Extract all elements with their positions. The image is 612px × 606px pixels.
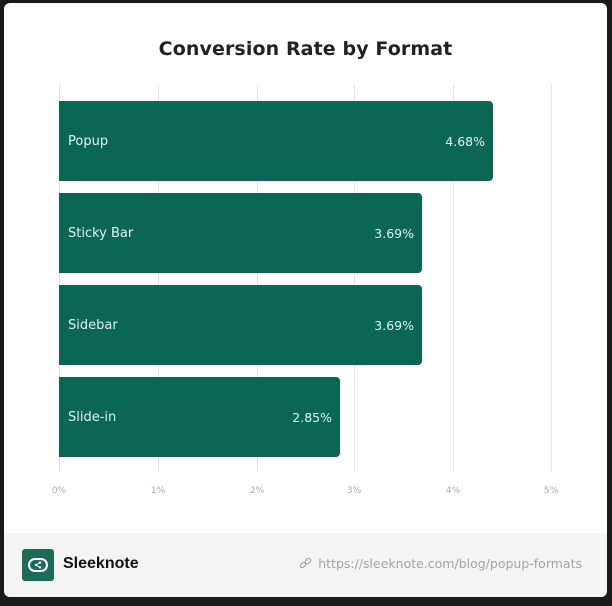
source-url: https://sleeknote.com/blog/popup-formats: [318, 556, 582, 571]
bar-sticky-bar: Sticky Bar 3.69%: [59, 193, 422, 273]
bar-label: Slide-in: [68, 409, 117, 425]
footer: Sleeknote https://sleeknote.com/blog/pop…: [4, 533, 607, 597]
x-tick-label: 4%: [445, 486, 461, 496]
source-link[interactable]: https://sleeknote.com/blog/popup-formats: [299, 556, 582, 571]
bar-sidebar: Sidebar 3.69%: [59, 285, 422, 365]
gridline: [59, 85, 60, 472]
bar-value: 3.69%: [374, 317, 414, 333]
bar-value: 3.69%: [374, 225, 414, 241]
brand-name: Sleeknote: [63, 555, 139, 572]
x-tick-label: 2%: [249, 486, 265, 496]
x-tick-label: 0%: [51, 486, 67, 496]
x-tick-label: 1%: [150, 486, 166, 496]
gridline: [453, 85, 454, 472]
bar-label: Sidebar: [68, 317, 118, 333]
gridline: [354, 85, 355, 472]
bar-label: Sticky Bar: [68, 225, 134, 241]
gridline: [257, 85, 258, 472]
chart-card: Conversion Rate by Format 0% 1% 2% 3% 4% 5% Po…: [4, 3, 607, 597]
x-tick-label: 5%: [543, 486, 559, 496]
x-tick-label: 3%: [346, 486, 362, 496]
bar-value: 4.68%: [445, 133, 485, 149]
bar-popup: Popup 4.68%: [59, 101, 493, 181]
chart-title: Conversion Rate by Format: [158, 38, 453, 60]
gridline: [158, 85, 159, 472]
plot-area: 0% 1% 2% 3% 4% 5% Popup 4.68% Sticky Bar 3.69% Sid…: [4, 3, 607, 533]
sleeknote-logo-icon: [22, 549, 54, 581]
bar-label: Popup: [68, 133, 109, 149]
gridline: [551, 85, 552, 472]
link-icon: [299, 557, 312, 570]
bar-slide-in: Slide-in 2.85%: [59, 377, 340, 457]
bar-value: 2.85%: [292, 409, 332, 425]
